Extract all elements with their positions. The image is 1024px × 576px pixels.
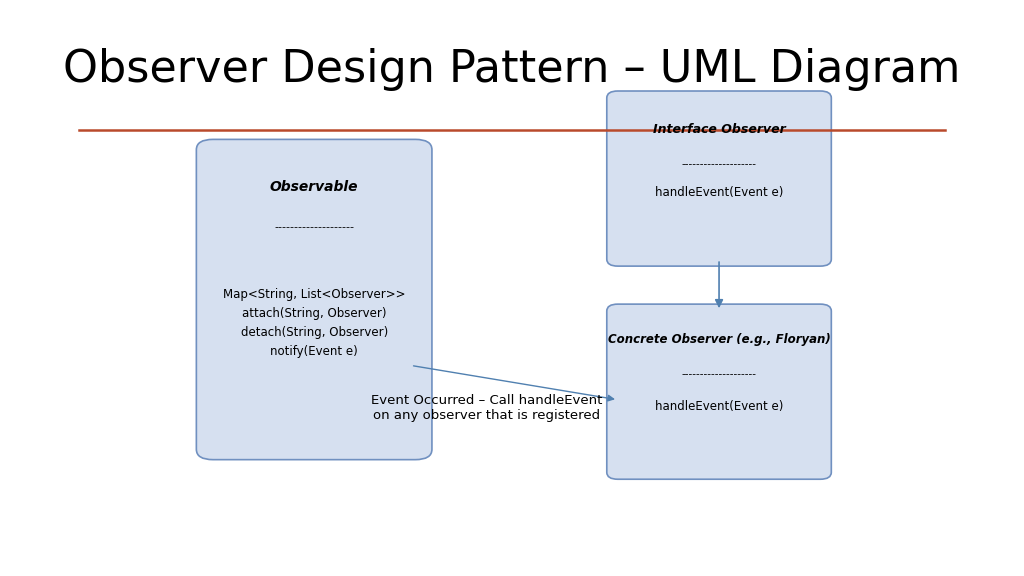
Text: handleEvent(Event e): handleEvent(Event e) — [655, 187, 783, 199]
Text: handleEvent(Event e): handleEvent(Event e) — [655, 400, 783, 412]
Text: Interface Observer: Interface Observer — [652, 123, 785, 136]
Text: --------------------: -------------------- — [682, 369, 757, 380]
FancyBboxPatch shape — [607, 304, 831, 479]
Text: Concrete Observer (e.g., Floryan): Concrete Observer (e.g., Floryan) — [607, 334, 830, 346]
Text: Observer Design Pattern – UML Diagram: Observer Design Pattern – UML Diagram — [63, 48, 961, 90]
FancyBboxPatch shape — [607, 91, 831, 266]
Text: Event Occurred – Call handleEvent
on any observer that is registered: Event Occurred – Call handleEvent on any… — [371, 395, 602, 423]
FancyBboxPatch shape — [197, 139, 432, 460]
Text: Map<String, List<Observer>>
attach(String, Observer)
detach(String, Observer)
no: Map<String, List<Observer>> attach(Strin… — [223, 287, 406, 358]
Text: --------------------: -------------------- — [682, 159, 757, 169]
Text: --------------------: -------------------- — [274, 222, 354, 233]
Text: Observable: Observable — [270, 180, 358, 194]
